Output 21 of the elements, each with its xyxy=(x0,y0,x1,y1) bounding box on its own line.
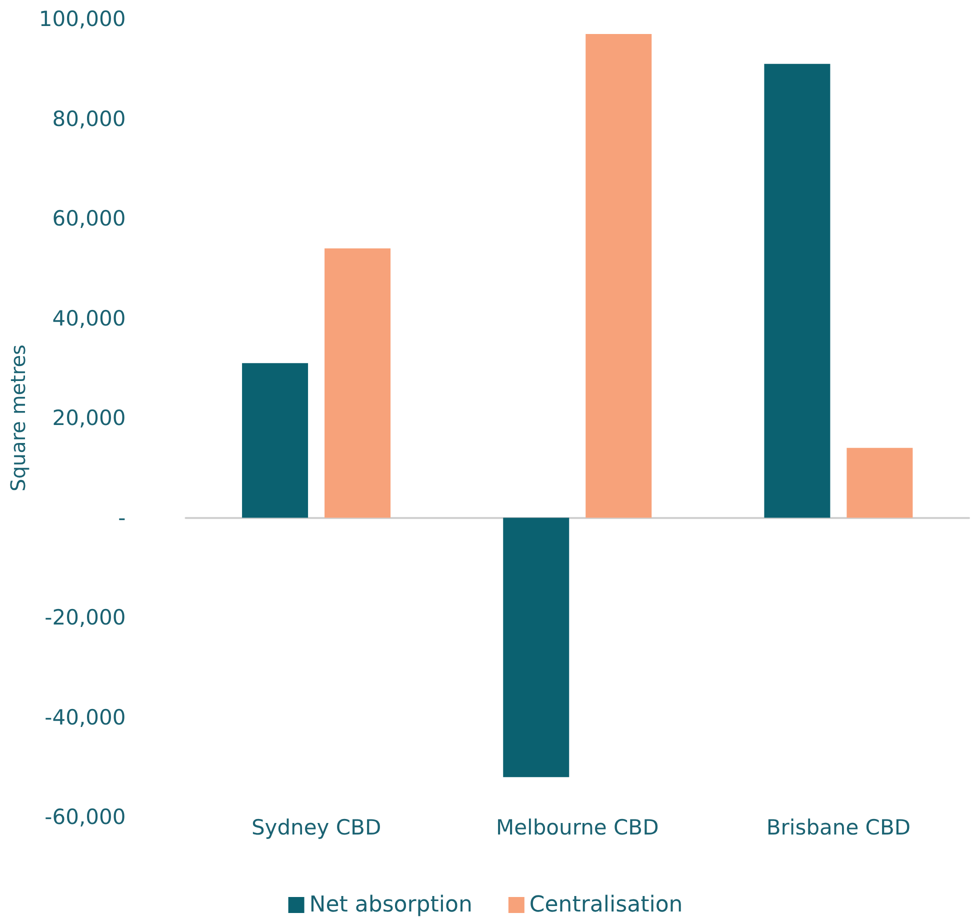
y-tick-label: 100,000 xyxy=(38,7,126,31)
y-tick-label: 80,000 xyxy=(52,106,126,131)
y-tick-label: 40,000 xyxy=(52,306,126,330)
x-tick-label: Melbourne CBD xyxy=(496,816,659,840)
y-tick-label: 20,000 xyxy=(52,406,126,430)
x-tick-label: Brisbane CBD xyxy=(766,816,911,840)
y-tick-label: -40,000 xyxy=(44,705,126,730)
y-tick-label: -20,000 xyxy=(44,606,126,630)
bar xyxy=(764,64,830,518)
x-tick-label: Sydney CBD xyxy=(251,816,382,840)
bar xyxy=(846,448,913,518)
y-tick-label: - xyxy=(118,506,126,530)
bar xyxy=(324,248,391,518)
y-tick-label: 60,000 xyxy=(52,206,126,230)
bar xyxy=(586,34,652,518)
bar xyxy=(503,518,570,778)
y-tick-label: -60,000 xyxy=(44,805,126,829)
legend-label: Centralisation xyxy=(529,892,683,918)
legend-label: Net absorption xyxy=(309,892,472,918)
bar xyxy=(242,363,308,518)
y-axis-title: Square metres xyxy=(6,344,30,492)
